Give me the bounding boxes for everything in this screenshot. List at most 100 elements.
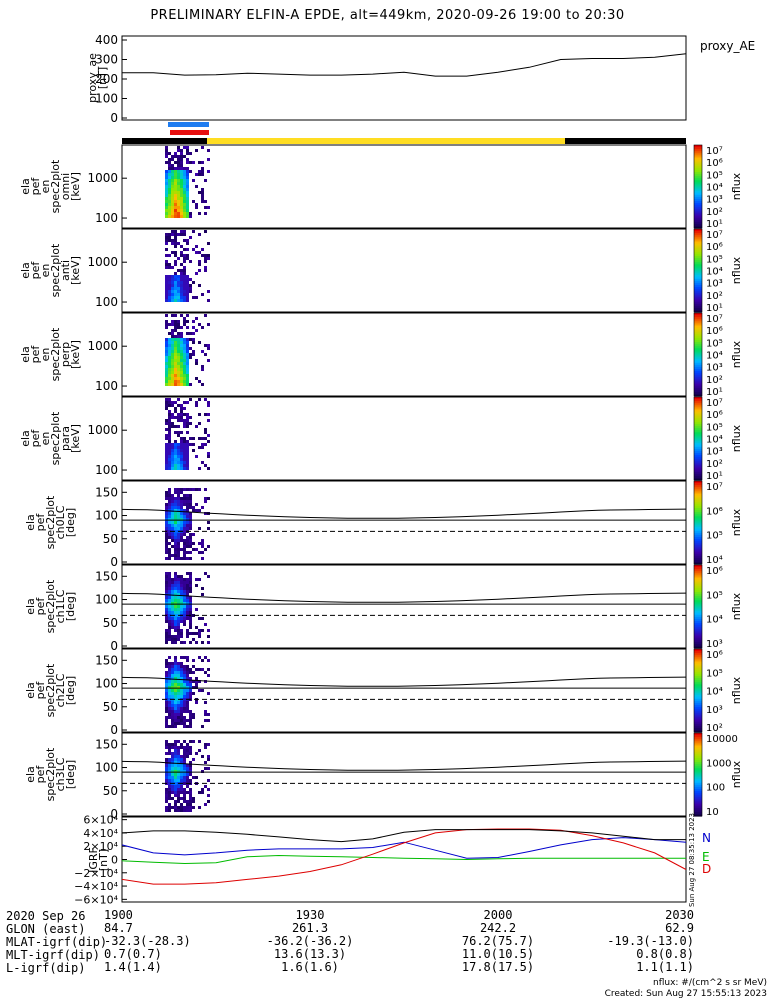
science-zone-bar-blue [168,122,209,127]
y-tick-label: 0 [110,555,118,569]
colorbar-tick-label: 10⁴ [706,435,723,446]
y-tick-label: 150 [95,737,118,751]
y-axis-label: [deg] [64,592,77,621]
y-tick-label: 150 [95,569,118,583]
y-axis-label: perp [59,342,72,367]
colorbar-tick-label: 10² [706,723,723,734]
colorbar-ch1LC: 10⁶ 10⁵ 10⁴ 10³ nflux [693,564,743,650]
y-tick-label: 100 [95,463,118,477]
y-axis-label: ela [24,766,37,783]
xaxis-value: 2000 [484,908,513,922]
y-axis-label: spec2plot [49,243,62,297]
colorbar-label: nflux [730,340,743,368]
colorbar-label: nflux [730,676,743,704]
igrf-side-timestamp: Sun Aug 27 08:35:13 2023 [688,813,696,907]
spectrogram-ch0LC [165,488,210,560]
xaxis-value: 17.8(17.5) [462,960,534,974]
igrf-legend-e: E [702,850,710,864]
panel-frame-perp [121,312,687,397]
y-tick-label: 200 [95,72,118,86]
created-timestamp: Created: Sun Aug 27 15:55:13 2023 [604,989,767,999]
y-tick-label: 0 [110,807,118,821]
y-tick-label: 100 [95,509,118,523]
colorbar-tick-label: 10000 [706,734,738,745]
colorbar-label: nflux [730,256,743,284]
colorbar-tick-label: 10⁴ [706,183,723,194]
y-axis-label: ch3LC [54,757,67,791]
colorbar-tick-label: 10⁵ [706,668,723,679]
y-tick-label: 100 [95,593,118,607]
panel-frame-ch0LC [121,480,687,565]
xaxis-value: -36.2(-36.2) [267,934,354,948]
y-axis-label: proxy_ae [86,53,99,103]
colorbar-tick-label: 10⁶ [706,566,723,577]
igrf-legend-d: D [702,862,711,876]
spectrogram-ch3LC [165,740,210,812]
y-axis-label: pef [29,261,42,280]
igrf-series-E [121,854,686,865]
colorbar-tick-label: 10⁵ [706,170,723,181]
y-axis-label: ela [19,346,32,363]
y-axis-label: pef [34,765,47,784]
y-tick-label: 100 [95,677,118,691]
xaxis-value: -19.3(-13.0) [607,934,694,948]
orbit-bar-yellow [207,138,565,144]
xaxis-row-label: 2020 Sep 26 [6,909,86,923]
xaxis-value: 1930 [296,908,325,922]
y-tick-label: 0 [110,111,118,125]
y-axis-label: [deg] [64,760,77,789]
colorbar-tick-label: 10⁵ [706,254,723,265]
y-axis-label: pef [29,177,42,196]
y-tick-label: 50 [103,700,118,714]
y-axis-label: ch0LC [54,505,67,539]
colorbar-tick-label: 10⁷ [706,398,723,409]
colorbar-tick-label: 10⁷ [706,482,723,493]
y-tick-label: 0 [111,854,118,867]
y-axis-label: anti [59,260,72,281]
colorbar-tick-label: 10³ [706,279,723,290]
igrf-series-N [121,837,687,859]
y-tick-label: −4×10⁴ [74,880,118,893]
colorbar-tick-label: 10³ [706,363,723,374]
colorbar-tick-label: 10³ [706,705,723,716]
xaxis-value: 11.0(10.5) [462,947,534,961]
colorbar-label: nflux [730,172,743,200]
spectrogram-perp [165,314,210,386]
y-axis-label: [deg] [64,508,77,537]
proxy-ae-legend: proxy_AE [700,39,755,53]
colorbar-tick-label: 10¹ [706,387,723,398]
chart-title: PRELIMINARY ELFIN-A EPDE, alt=449km, 202… [150,8,625,23]
colorbar-label: nflux [730,760,743,788]
y-tick-label: 300 [95,53,118,67]
y-tick-label: 150 [95,653,118,667]
colorbar-tick-label: 100 [706,783,725,794]
colorbar-tick-label: 10⁶ [706,242,723,253]
y-tick-label: 1000 [87,255,118,269]
spectrogram-ch1LC [165,572,210,644]
colorbar-tick-label: 10⁷ [706,230,723,241]
y-tick-label: 2×10⁴ [83,840,118,853]
y-tick-label: 100 [95,295,118,309]
colorbar-label: nflux [730,424,743,452]
y-axis-label: en [39,432,52,446]
colorbar-tick-label: 10¹ [706,471,723,482]
y-tick-label: 0 [110,639,118,653]
science-zone-bar-red [170,130,209,135]
y-axis-label: spec2plot [44,663,57,717]
xaxis-row-label: GLON (east) [6,922,86,936]
colorbar-tick-label: 10⁷ [706,314,723,325]
colorbar-tick-label: 10⁵ [706,590,723,601]
y-axis-label: [nT] [96,67,109,89]
colorbar-label: nflux [730,592,743,620]
colorbar-tick-label: 10⁴ [706,687,723,698]
xaxis-value: -32.3(-28.3) [104,934,191,948]
colorbar-tick-label: 10² [706,291,723,302]
y-tick-label: 100 [95,211,118,225]
